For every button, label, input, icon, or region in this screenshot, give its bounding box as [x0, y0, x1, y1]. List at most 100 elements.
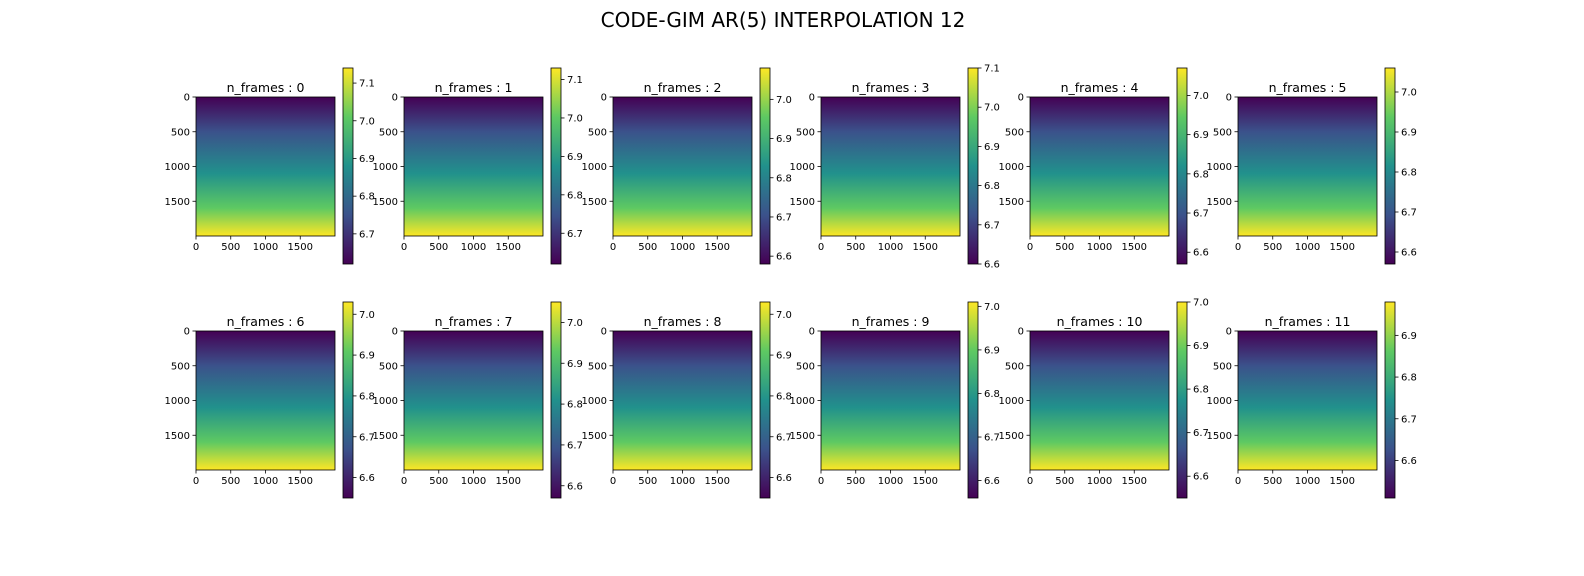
colorbar-frame: [342, 301, 354, 499]
colorbar-frame: [1384, 301, 1396, 499]
colorbar-tick-label: 6.7: [984, 220, 1000, 231]
colorbar-tick-label: 7.0: [359, 310, 375, 321]
colorbar-tick-label: 6.7: [776, 212, 792, 223]
y-tick-label: 1000: [582, 162, 607, 173]
x-tick-label: 1500: [1330, 242, 1355, 253]
x-tick-label: 500: [221, 242, 240, 253]
heatmap-image: [1030, 97, 1169, 236]
heatmap-image: [613, 97, 752, 236]
y-tick-label: 500: [588, 127, 607, 138]
colorbar-tick-label: 6.8: [776, 173, 792, 184]
y-tick-label: 1500: [999, 431, 1024, 442]
heatmap-image: [613, 331, 752, 470]
panel-6: n_frames : 6 0 500 1000 1500 0 500 1000 1500 6.6 6…: [165, 301, 375, 499]
figure-title: CODE-GIM AR(5) INTERPOLATION 12: [601, 8, 966, 32]
heatmap-image: [196, 331, 335, 470]
colorbar-tick-label: 6.7: [776, 432, 792, 443]
heatmap-image: [196, 97, 335, 236]
y-tick-label: 1000: [1207, 396, 1232, 407]
panel-3: n_frames : 3 0 500 1000 1500 0 500 1000 1500 6.6 6…: [790, 64, 1000, 271]
x-tick-label: 0: [401, 476, 407, 487]
colorbar-tick-label: 7.0: [359, 116, 375, 127]
y-tick-label: 1500: [790, 431, 815, 442]
y-tick-label: 500: [588, 361, 607, 372]
x-tick-label: 1500: [288, 242, 313, 253]
colorbar-tick-label: 6.6: [1401, 248, 1417, 259]
x-tick-label: 0: [610, 476, 616, 487]
y-tick-label: 1000: [165, 162, 190, 173]
colorbar-tick-label: 6.9: [359, 351, 375, 362]
colorbar-tick-label: 7.0: [567, 113, 583, 124]
colorbar-frame: [967, 301, 979, 499]
colorbar-tick-label: 6.8: [1401, 373, 1417, 384]
y-tick-label: 1500: [582, 431, 607, 442]
colorbar-tick-label: 7.1: [359, 79, 375, 90]
colorbar-tick-label: 6.7: [359, 432, 375, 443]
colorbar-frame: [759, 301, 771, 499]
panel-1: n_frames : 1 0 500 1000 1500 0 500 1000 1500 6.7 6…: [373, 67, 583, 265]
colorbar-tick-label: 6.7: [359, 229, 375, 240]
x-tick-label: 0: [818, 476, 824, 487]
colorbar: [968, 302, 978, 498]
colorbar-tick-label: 6.7: [1193, 209, 1209, 220]
colorbar-tick-label: 6.9: [1401, 128, 1417, 139]
x-tick-label: 500: [846, 476, 865, 487]
heatmap-image: [404, 331, 543, 470]
colorbar-tick-label: 6.6: [776, 252, 792, 263]
y-tick-label: 500: [1213, 361, 1232, 372]
x-tick-label: 500: [1263, 242, 1282, 253]
colorbar-tick-label: 6.8: [1193, 385, 1209, 396]
colorbar-tick-label: 6.9: [359, 154, 375, 165]
y-tick-label: 0: [1226, 93, 1232, 104]
panel-title: n_frames : 11: [1265, 314, 1351, 329]
x-tick-label: 500: [638, 242, 657, 253]
panel-11: n_frames : 11 0 500 1000 1500 0 500 1000 1500 6.6…: [1207, 301, 1417, 499]
y-tick-label: 500: [379, 127, 398, 138]
colorbar-frame: [967, 67, 979, 265]
panel-8: n_frames : 8 0 500 1000 1500 0 500 1000 1500 6.6 6…: [582, 301, 792, 499]
colorbar-tick-label: 6.8: [359, 391, 375, 402]
colorbar: [1177, 302, 1187, 498]
colorbar-tick-label: 6.8: [984, 181, 1000, 192]
colorbar-tick-label: 6.8: [776, 391, 792, 402]
x-tick-label: 1000: [670, 242, 695, 253]
colorbar-tick-label: 7.0: [776, 310, 792, 321]
x-tick-label: 500: [846, 242, 865, 253]
panel-title: n_frames : 4: [1061, 80, 1139, 95]
panel-10: n_frames : 10 0 500 1000 1500 0 500 1000 1500 6.6…: [999, 298, 1209, 499]
x-tick-label: 500: [429, 476, 448, 487]
colorbar: [551, 302, 561, 498]
y-tick-label: 500: [796, 361, 815, 372]
x-tick-label: 0: [1235, 476, 1241, 487]
y-tick-label: 0: [1018, 327, 1024, 338]
x-tick-label: 1500: [288, 476, 313, 487]
colorbar: [343, 68, 353, 264]
y-tick-label: 1000: [999, 396, 1024, 407]
panel-title: n_frames : 9: [852, 314, 930, 329]
colorbar-tick-label: 6.6: [359, 473, 375, 484]
x-tick-label: 1000: [461, 242, 486, 253]
y-tick-label: 1000: [165, 396, 190, 407]
x-tick-label: 1000: [1295, 476, 1320, 487]
y-tick-label: 500: [379, 361, 398, 372]
colorbar-frame: [550, 301, 562, 499]
y-tick-label: 500: [171, 127, 190, 138]
y-tick-label: 0: [809, 327, 815, 338]
colorbar-tick-label: 7.1: [567, 75, 583, 86]
colorbar-tick-label: 6.6: [984, 476, 1000, 487]
y-tick-label: 0: [809, 93, 815, 104]
colorbar-tick-label: 7.0: [567, 318, 583, 329]
colorbar-tick-label: 6.8: [1401, 168, 1417, 179]
x-tick-label: 0: [610, 242, 616, 253]
panel-title: n_frames : 8: [644, 314, 722, 329]
colorbar-tick-label: 6.6: [984, 260, 1000, 271]
colorbar: [551, 68, 561, 264]
colorbar-tick-label: 6.8: [567, 400, 583, 411]
colorbar: [1385, 302, 1395, 498]
colorbar-tick-label: 6.7: [1401, 208, 1417, 219]
panel-7: n_frames : 7 0 500 1000 1500 0 500 1000 1500 6.6 6…: [373, 301, 583, 499]
heatmap-image: [821, 97, 960, 236]
x-tick-label: 1000: [878, 476, 903, 487]
y-tick-label: 500: [171, 361, 190, 372]
colorbar-frame: [1384, 67, 1396, 265]
